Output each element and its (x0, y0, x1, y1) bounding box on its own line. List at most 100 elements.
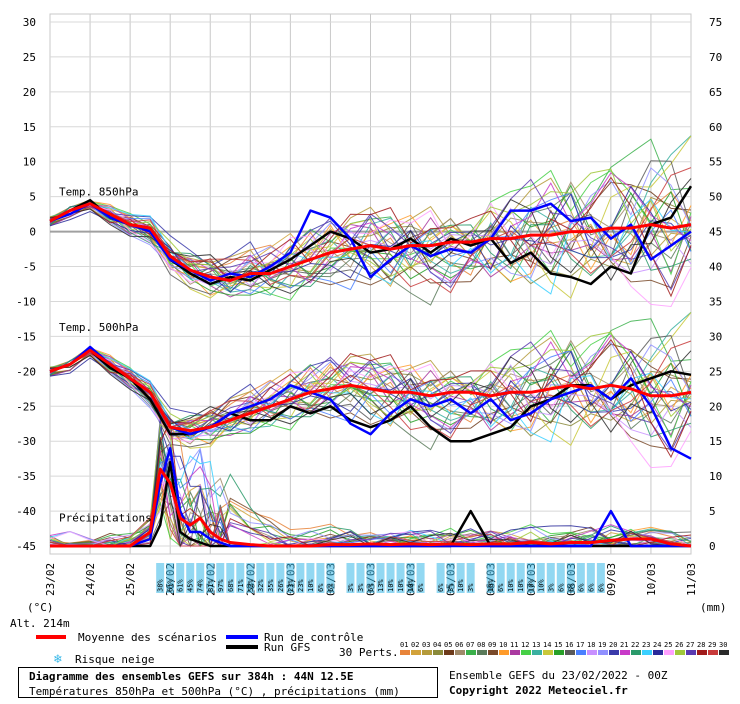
palette-member-label: 21 (620, 641, 628, 649)
palette-member-label: 27 (686, 641, 694, 649)
left-axis-unit: (°C) (27, 601, 54, 614)
snow-risk-bar (326, 563, 335, 593)
y-tick-label-left: 15 (23, 121, 36, 134)
t850-series-line (49, 202, 692, 282)
snow-risk-bar (186, 563, 195, 593)
x-tick-label: 24/02 (84, 563, 97, 596)
grid-lines (49, 13, 692, 555)
y-tick-label-left: 25 (23, 51, 36, 64)
snow-risk-label: 26% (277, 579, 285, 592)
x-tick-label: 23/02 (44, 563, 57, 596)
palette-member-label: 23 (642, 641, 650, 649)
snow-risk-bar (246, 563, 255, 593)
palette-member-swatch (598, 650, 608, 655)
chart-title-box: Diagramme des ensembles GEFS sur 384h : … (18, 667, 438, 698)
palette-member-swatch (422, 650, 432, 655)
y-tick-label-left: 20 (23, 86, 36, 99)
snow-risk-label: 23% (287, 579, 295, 592)
snow-risk-bar (466, 563, 475, 593)
palette-member-swatch (686, 650, 696, 655)
y-tick-label-left: 10 (23, 156, 36, 169)
palette-member-label: 17 (576, 641, 584, 649)
chart-subtitle: Températures 850hPa et 500hPa (°C) , pré… (29, 685, 400, 698)
t500-member-line (49, 352, 692, 469)
t500-series-line (49, 348, 692, 433)
snow-risk-label: 6% (567, 583, 575, 592)
y-tick-label-left: 5 (29, 191, 36, 204)
snow-risk-bar (256, 563, 265, 593)
snow-risk-bar (306, 563, 315, 593)
palette-member-label: 04 (433, 641, 441, 649)
palette-member-label: 19 (598, 641, 606, 649)
snow-risk-bar (556, 563, 565, 593)
y-tick-label-right: 50 (709, 191, 722, 204)
snow-risk-bar (196, 563, 205, 593)
palette-member-swatch (521, 650, 531, 655)
run-info: Ensemble GEFS du 23/02/2022 - 00Z (449, 669, 668, 682)
palette-member-swatch (653, 650, 663, 655)
t850-member-line (49, 167, 692, 285)
palette-member-swatch (411, 650, 421, 655)
snow-risk-label: 3% (467, 583, 475, 592)
snow-risk-bar (236, 563, 245, 593)
snow-risk-bar (216, 563, 225, 593)
snow-risk-bar (156, 563, 165, 593)
palette-member-label: 22 (631, 641, 639, 649)
palette-member-label: 01 (400, 641, 408, 649)
snow-risk-bar (346, 563, 355, 593)
palette-member-swatch (455, 650, 465, 655)
y-tick-label-left: -10 (16, 295, 36, 308)
y-tick-label-left: -40 (16, 505, 36, 518)
y-tick-label-left: -20 (16, 365, 36, 378)
palette-member-swatch (642, 650, 652, 655)
palette-member-label: 29 (708, 641, 716, 649)
snow-risk-label: 32% (257, 579, 265, 592)
snow-risk-bar (416, 563, 425, 593)
y-tick-label-right: 20 (709, 400, 722, 413)
palette-member-swatch (433, 650, 443, 655)
legend-control-label: Run de contrôle (264, 631, 364, 644)
snow-risk-label: 10% (517, 579, 525, 592)
snow-risk-bar (366, 563, 375, 593)
palette-member-label: 11 (510, 641, 518, 649)
snow-risk-label: 3% (447, 583, 455, 592)
panel-label-t500: Temp. 500hPa (59, 321, 138, 334)
snow-risk-label: 38% (157, 579, 165, 592)
snow-risk-label: 23% (297, 579, 305, 592)
palette-member-swatch (576, 650, 586, 655)
palette-member-swatch (609, 650, 619, 655)
t850-series-line (49, 202, 692, 282)
palette-member-swatch (400, 650, 410, 655)
snow-risk-bar (446, 563, 455, 593)
snow-risk-label: 6% (587, 583, 595, 592)
snow-risk-bar (536, 563, 545, 593)
snow-risk-label: 6% (497, 583, 505, 592)
y-tick-label-left: -5 (23, 261, 36, 274)
palette-member-label: 03 (422, 641, 430, 649)
snow-risk-label: 6% (317, 583, 325, 592)
snow-risk-label: 61% (167, 579, 175, 592)
snow-risk-label: 10% (307, 579, 315, 592)
palette-member-swatch (543, 650, 553, 655)
y-tick-label-right: 15 (709, 435, 722, 448)
snow-risk-label: 81% (207, 579, 215, 592)
copyright: Copyright 2022 Meteociel.fr (449, 684, 628, 697)
snow-risk-bar (586, 563, 595, 593)
y-tick-label-right: 75 (709, 16, 722, 29)
snow-risk-bar (396, 563, 405, 593)
snow-risk-label: 6% (327, 583, 335, 592)
snow-risk-bar (456, 563, 465, 593)
palette-member-swatch (719, 650, 729, 655)
y-tick-label-left: -15 (16, 330, 36, 343)
y-tick-label-right: 35 (709, 295, 722, 308)
precip-member-line (50, 439, 691, 548)
snow-risk-label: 10% (407, 579, 415, 592)
snow-risk-bar (596, 563, 605, 593)
y-tick-label-right: 30 (709, 330, 722, 343)
y-tick-label-right: 70 (709, 51, 722, 64)
snow-risk-bar (266, 563, 275, 593)
y-tick-label-left: 30 (23, 16, 36, 29)
snowflake-icon: ❄ (53, 652, 62, 667)
palette-member-label: 06 (455, 641, 463, 649)
palette-member-swatch (488, 650, 498, 655)
